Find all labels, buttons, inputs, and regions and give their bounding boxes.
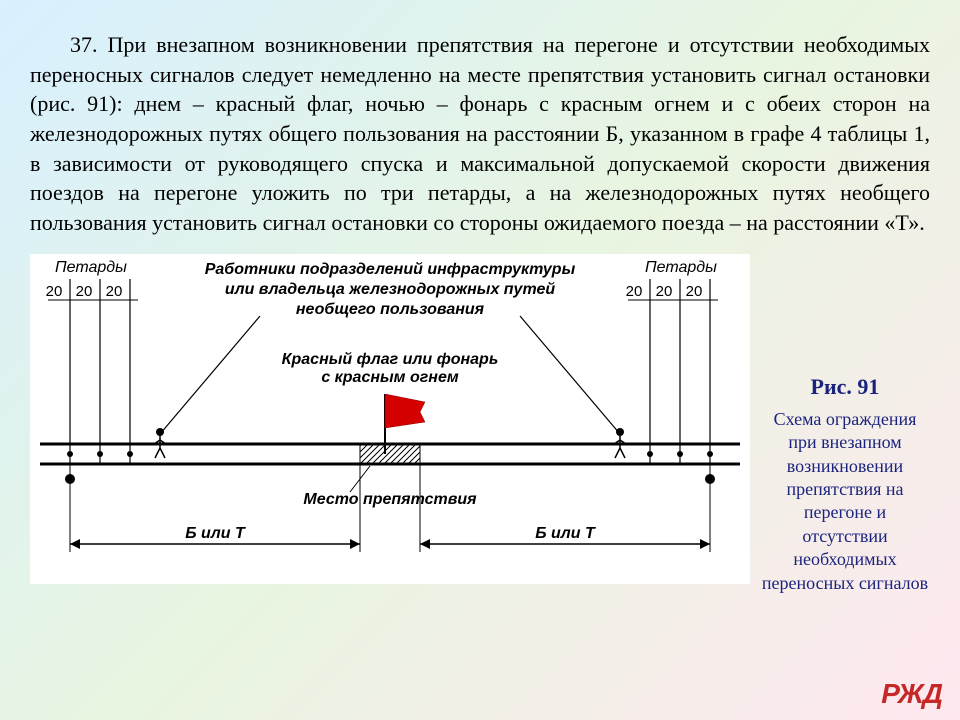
svg-text:20: 20 (626, 283, 643, 300)
svg-text:необщего пользования: необщего пользования (296, 301, 485, 318)
main-paragraph: 37. При внезапном возникновении препятст… (30, 30, 930, 238)
svg-text:20: 20 (46, 283, 63, 300)
svg-text:Б или Т: Б или Т (185, 525, 246, 542)
svg-text:Петарды: Петарды (55, 259, 127, 276)
svg-text:20: 20 (656, 283, 673, 300)
figure-caption: Схема ограждения при внезапном возникнов… (760, 408, 930, 595)
svg-text:Б или Т: Б или Т (535, 525, 596, 542)
svg-text:Петарды: Петарды (645, 259, 717, 276)
rzd-logo: РЖД (881, 678, 942, 710)
svg-text:или владельца железнодорожных: или владельца железнодорожных путей (225, 281, 556, 298)
svg-text:20: 20 (76, 283, 93, 300)
figure-label: Рис. 91 (760, 374, 930, 400)
svg-text:Работники подразделений инфрас: Работники подразделений инфраструктуры (205, 261, 576, 278)
svg-text:20: 20 (106, 283, 123, 300)
railway-diagram-svg: Петарды202020Петарды202020Работники подр… (30, 254, 750, 584)
svg-text:Место препятствия: Место препятствия (303, 491, 477, 508)
diagram-container: Петарды202020Петарды202020Работники подр… (30, 254, 750, 584)
svg-text:20: 20 (686, 283, 703, 300)
svg-text:Красный флаг или фонарь: Красный флаг или фонарь (282, 351, 499, 368)
svg-text:с красным огнем: с красным огнем (321, 369, 459, 386)
